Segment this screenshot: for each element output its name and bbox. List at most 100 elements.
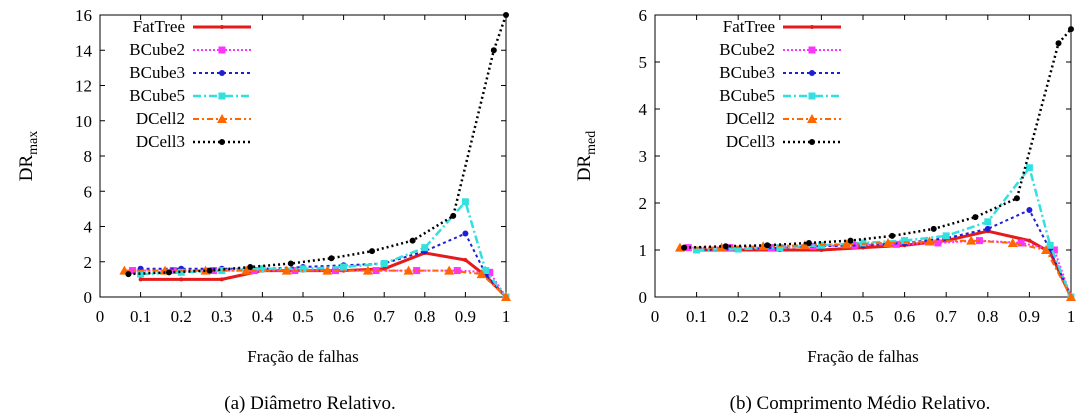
data-point [1066, 292, 1076, 301]
series-line [696, 209, 1072, 298]
data-point [179, 277, 184, 282]
data-point [241, 265, 252, 275]
y-tick-label: 2 [639, 194, 648, 213]
data-point [841, 239, 852, 249]
x-tick-label: 1 [502, 307, 511, 326]
data-point [716, 242, 727, 252]
y-tick-label: 4 [84, 218, 93, 237]
data-point [758, 241, 769, 251]
data-point [444, 265, 455, 275]
y-tick-label: 6 [639, 6, 648, 25]
data-point [1046, 241, 1054, 249]
data-point [799, 240, 810, 250]
data-point [463, 257, 468, 262]
x-tick-label: 0.4 [252, 307, 274, 326]
y-tick-label: 0 [639, 288, 648, 307]
y-tick-label: 14 [75, 41, 93, 60]
data-point [847, 237, 854, 244]
y-tick-label: 16 [75, 6, 92, 25]
y-tick-label: 12 [75, 77, 92, 96]
x-tick-label: 0.1 [130, 307, 151, 326]
y-tick-label: 4 [639, 100, 648, 119]
data-point [218, 267, 226, 275]
chart-caption: (b) Comprimento Médio Relativo. [730, 393, 991, 414]
legend-marker [809, 139, 815, 145]
data-point [924, 236, 935, 246]
x-tick-label: 0.2 [171, 307, 192, 326]
data-point [805, 239, 812, 246]
legend-marker [808, 46, 816, 54]
legend: FatTree BCube2 BCube3 BCube5 DCell2 DCell3 [719, 17, 841, 151]
legend-marker [219, 139, 225, 145]
legend-marker [218, 92, 226, 100]
x-tick-label: 0.7 [936, 307, 958, 326]
legend-marker [218, 46, 226, 54]
data-point [930, 225, 937, 232]
data-point [219, 277, 224, 282]
x-tick-label: 0.6 [894, 307, 915, 326]
data-point [247, 264, 254, 271]
legend-label: DCell3 [726, 132, 775, 151]
data-point [901, 237, 909, 245]
data-point [490, 47, 497, 54]
data-point [1041, 245, 1052, 254]
legend-marker [809, 70, 815, 76]
data-point [138, 277, 143, 282]
x-tick-label: 0.9 [455, 307, 476, 326]
legend-label: BCube5 [719, 86, 775, 105]
legend-marker [217, 114, 227, 123]
data-point [450, 212, 457, 219]
data-point [1068, 26, 1074, 33]
data-point [403, 265, 414, 275]
series-line [128, 14, 508, 276]
series-BCube3 [693, 207, 1074, 300]
data-point [1050, 246, 1058, 254]
data-point [206, 267, 213, 274]
data-point [322, 265, 333, 275]
series-BCube3 [137, 230, 509, 300]
data-point [972, 214, 979, 221]
data-point [1025, 164, 1033, 172]
series-BCube5 [693, 164, 1075, 301]
x-tick-label: 0.5 [292, 307, 313, 326]
x-tick-label: 0.6 [333, 307, 354, 326]
data-point [1013, 195, 1020, 202]
data-point [299, 265, 307, 273]
legend-label: DCell3 [136, 132, 185, 151]
legend-label: DCell2 [136, 109, 185, 128]
legend-label: BCube5 [129, 86, 185, 105]
x-tick-label: 0.7 [374, 307, 396, 326]
legend-marker [219, 70, 225, 76]
series-FatTree [694, 229, 1073, 299]
legend-label: FatTree [723, 17, 775, 36]
plot-frame [654, 14, 1072, 298]
series-DCell2 [674, 235, 1076, 301]
y-tick-label: 8 [84, 147, 93, 166]
data-point [966, 235, 977, 245]
data-point [684, 244, 692, 252]
y-axis-label: DRmax [16, 131, 41, 182]
data-point [681, 244, 688, 251]
chart-panel-1: 0 0.1 0.2 0.3 0.4 0.5 0.6 0.7 0.8 0.9 102468101214… [16, 6, 511, 414]
y-axis-label: DRmed [574, 131, 599, 182]
data-point [734, 245, 742, 253]
x-tick-label: 0.8 [414, 307, 435, 326]
series-DCell3 [681, 26, 1074, 251]
y-tick-label: 0 [84, 288, 93, 307]
data-point [128, 267, 136, 275]
x-tick-label: 0 [651, 307, 660, 326]
y-tick-label: 10 [75, 112, 92, 131]
data-point [125, 271, 132, 278]
data-point [462, 230, 469, 237]
legend-marker [808, 92, 816, 100]
x-axis-label: Fração de falhas [247, 347, 358, 366]
data-point [362, 265, 373, 275]
data-point [328, 255, 335, 262]
x-tick-label: 1 [1067, 307, 1076, 326]
data-point [882, 237, 893, 247]
data-point [764, 242, 771, 249]
data-point [137, 270, 145, 278]
data-point [693, 246, 701, 254]
data-point [287, 260, 294, 267]
